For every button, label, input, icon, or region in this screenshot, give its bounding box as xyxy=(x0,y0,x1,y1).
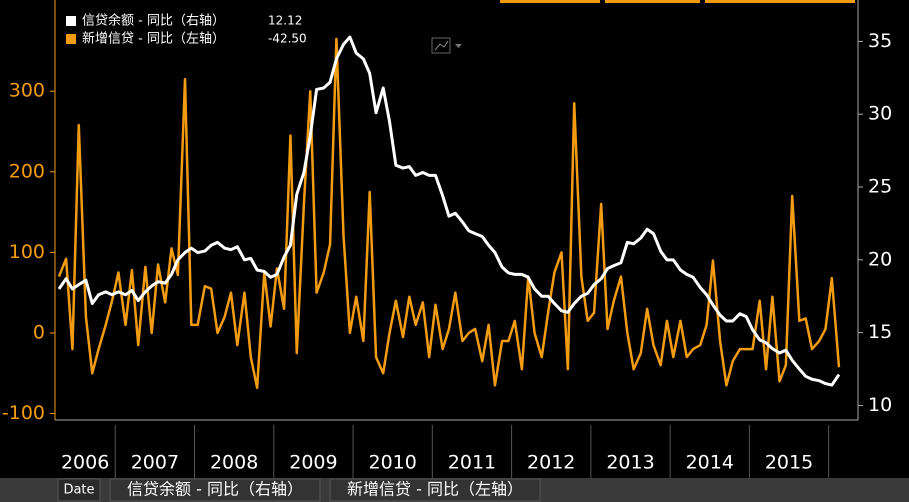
icon-caret xyxy=(455,44,462,48)
footer-tab[interactable]: 新增信贷 - 同比（左轴） xyxy=(347,480,523,499)
y2-tick-label: 25 xyxy=(868,176,892,198)
icon-frame xyxy=(431,37,451,54)
y-tick-label: 0 xyxy=(33,321,45,343)
legend-value: -42.50 xyxy=(268,32,307,46)
legend-label: 信贷余额 - 同比（右轴） xyxy=(82,13,225,29)
footer-tab-bg xyxy=(329,478,541,502)
footer: Date 信贷余额 - 同比（右轴） 新增信贷 - 同比（左轴） xyxy=(0,478,909,502)
x-tick-label: 2014 xyxy=(686,452,734,474)
footer-tab-bg xyxy=(57,478,101,502)
y-tick-label: 200 xyxy=(9,160,45,182)
footer-tab-bg xyxy=(109,478,321,502)
axes: -100 0 100 200 300 10 15 20 25 30 35 2006 2007 2008 20… xyxy=(2,0,892,478)
x-tick-label: 2013 xyxy=(606,452,654,474)
legend-value: 12.12 xyxy=(268,14,302,28)
plot xyxy=(57,35,841,390)
x-tick-label: 2006 xyxy=(61,452,109,474)
top-tab xyxy=(605,0,700,3)
x-tick-label: 2010 xyxy=(369,452,417,474)
footer-tab[interactable]: Date xyxy=(63,483,94,498)
x-tick-label: 2012 xyxy=(527,452,575,474)
y2-tick-label: 15 xyxy=(868,321,892,343)
legend: 信贷余额 - 同比（右轴） 12.12 新增信贷 - 同比（左轴） -42.50 xyxy=(60,10,310,50)
series-line xyxy=(57,35,841,387)
icon-line xyxy=(434,40,449,51)
x-tick-label: 2007 xyxy=(131,452,179,474)
legend-box xyxy=(60,10,310,50)
y2-tick-label: 35 xyxy=(868,30,892,52)
x-tick-label: 2008 xyxy=(210,452,258,474)
y2-tick-label: 10 xyxy=(868,394,892,416)
x-tick-label: 2011 xyxy=(448,452,496,474)
top-tab xyxy=(705,0,855,3)
legend-swatch xyxy=(66,34,76,44)
x-tick-label: 2009 xyxy=(289,452,337,474)
y2-tick-label: 30 xyxy=(868,103,892,125)
y-tick-label: -100 xyxy=(2,402,45,424)
y2-tick-label: 20 xyxy=(868,248,892,270)
legend-label: 新增信贷 - 同比（左轴） xyxy=(82,31,225,47)
legend-swatch xyxy=(66,16,76,26)
x-tick-label: 2015 xyxy=(765,452,813,474)
top-tab xyxy=(500,0,600,3)
series-line xyxy=(57,37,841,390)
chart-icon xyxy=(431,37,462,54)
y-tick-label: 300 xyxy=(9,80,45,102)
y-tick-label: 100 xyxy=(9,241,45,263)
footer-tab[interactable]: 信贷余额 - 同比（右轴） xyxy=(127,480,303,499)
